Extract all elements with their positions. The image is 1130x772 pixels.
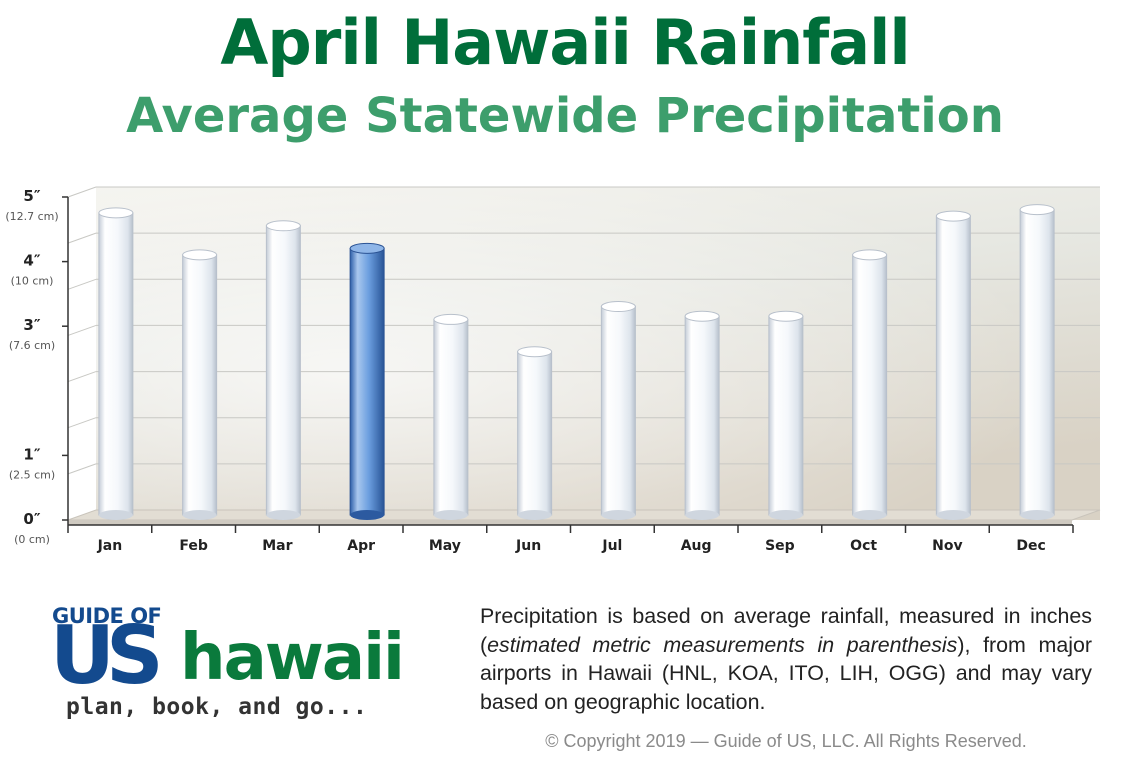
bar-base: [852, 510, 887, 520]
bar-base: [517, 510, 552, 520]
bar-base: [266, 510, 301, 520]
note-part-3: ), from major airports in Hawaii (HNL, K…: [480, 632, 1092, 714]
gridline-diagonal: [67, 278, 97, 290]
bar-dec: [1019, 204, 1055, 520]
x-tick-label: Mar: [262, 538, 292, 554]
bar-base: [433, 510, 468, 520]
x-tick-label: Jan: [97, 538, 123, 554]
logo-hawaii: hawaii: [180, 621, 405, 695]
bar-may: [433, 313, 469, 520]
bar-body: [265, 225, 301, 516]
y-axis: 0″ (0 cm) 1″ (2.5 cm) 3″ (7.6 cm) 4″ (10 cm) 5″ (…: [5, 187, 69, 546]
bar-feb: [182, 249, 218, 520]
bar-cap: [265, 220, 301, 232]
chart-subtitle: Average Statewide Precipitation: [126, 88, 1004, 144]
bar-aug: [684, 310, 720, 520]
y-tick-sublabel: (2.5 cm): [9, 468, 55, 481]
logo-guide-of: GUIDE OF: [52, 604, 162, 628]
bar-cap: [517, 346, 553, 358]
bar-jun: [517, 346, 553, 520]
bar-apr: [349, 242, 385, 520]
bar-cap: [349, 242, 385, 254]
x-tick-label: Oct: [850, 538, 877, 554]
x-tick-label: Apr: [347, 538, 375, 554]
y-tick-label: 4″: [23, 252, 40, 270]
x-tick-label: Sep: [765, 538, 795, 554]
bar-base: [936, 510, 971, 520]
x-axis: Jan Feb Mar Apr May Jun Jul Aug Sep Oct Nov Dec: [67, 524, 1074, 554]
x-tick-label: Jun: [515, 538, 541, 554]
bar-jul: [600, 301, 636, 520]
gridline-diagonal: [67, 417, 97, 429]
plot-background: [67, 187, 1101, 525]
bar-body: [517, 351, 553, 516]
gridline-diagonal: [67, 324, 97, 336]
bar-cap: [935, 210, 971, 222]
x-tick-label: Jul: [601, 538, 622, 554]
gridline-diagonal: [67, 232, 97, 244]
bar-cap: [433, 313, 469, 325]
bar-mar: [265, 220, 301, 520]
y-tick-label: 5″: [23, 187, 40, 205]
floor-edge: [68, 520, 1072, 525]
wave-overlay: [96, 187, 1100, 520]
bar-jan: [98, 207, 134, 520]
bar-nov: [935, 210, 971, 520]
bar-base: [98, 510, 133, 520]
bar-base: [601, 510, 636, 520]
bar-oct: [852, 249, 888, 520]
gridline-diagonal: [67, 463, 97, 475]
bar-cap: [1019, 204, 1055, 216]
note-part-1: Precipitation is based on average rainfa…: [480, 604, 1092, 657]
bar-body: [349, 247, 385, 516]
guide-of-us-logo: GUIDE OF US hawaii plan, book, and go...: [50, 604, 432, 729]
x-tick-label: Dec: [1016, 538, 1045, 554]
gridline-diagonal: [67, 186, 97, 198]
logo-tagline: plan, book, and go...: [66, 694, 368, 720]
y-tick-label: 1″: [23, 445, 40, 463]
x-tick-label: Feb: [179, 538, 208, 554]
bar-cap: [768, 310, 804, 322]
y-tick-sublabel: (10 cm): [11, 275, 54, 288]
bar-sep: [768, 310, 804, 520]
bar-cap: [852, 249, 888, 261]
rainfall-bar-chart: 0″ (0 cm) 1″ (2.5 cm) 3″ (7.6 cm) 4″ (10 cm) 5″ (…: [5, 186, 1101, 554]
bar-base: [350, 510, 385, 520]
bar-body: [600, 306, 636, 516]
precipitation-note: Precipitation is based on average rainfa…: [480, 602, 1092, 716]
bar-base: [182, 510, 217, 520]
y-tick-label: 3″: [23, 316, 40, 334]
bar-body: [433, 318, 469, 516]
y-tick-sublabel: (0 cm): [14, 533, 50, 546]
gridlines: [67, 186, 1100, 475]
copyright-notice: © Copyright 2019 — Guide of US, LLC. All…: [545, 731, 1027, 751]
bar-base: [768, 510, 803, 520]
x-tick-label: May: [429, 538, 461, 554]
chart-title: April Hawaii Rainfall: [220, 6, 910, 79]
bar-cap: [600, 301, 636, 313]
bar-base: [1020, 510, 1055, 520]
bar-base: [685, 510, 720, 520]
y-tick-sublabel: (7.6 cm): [9, 339, 55, 352]
bar-cap: [98, 207, 134, 219]
bar-cap: [182, 249, 218, 261]
note-part-2: estimated metric measurements in parenth…: [487, 632, 958, 657]
bar-cap: [684, 310, 720, 322]
gridline-diagonal: [67, 371, 97, 383]
bar-body: [182, 254, 218, 516]
y-tick-sublabel: (12.7 cm): [5, 210, 58, 223]
bar-body: [852, 254, 888, 516]
bar-body: [935, 215, 971, 516]
y-tick-label: 0″: [23, 510, 40, 528]
bar-body: [1019, 209, 1055, 516]
bar-body: [768, 315, 804, 516]
x-tick-label: Nov: [932, 538, 962, 554]
bars: [98, 204, 1055, 520]
bar-body: [98, 212, 134, 516]
bar-body: [684, 315, 720, 516]
logo-us: US: [50, 609, 164, 702]
x-tick-label: Aug: [681, 538, 712, 554]
